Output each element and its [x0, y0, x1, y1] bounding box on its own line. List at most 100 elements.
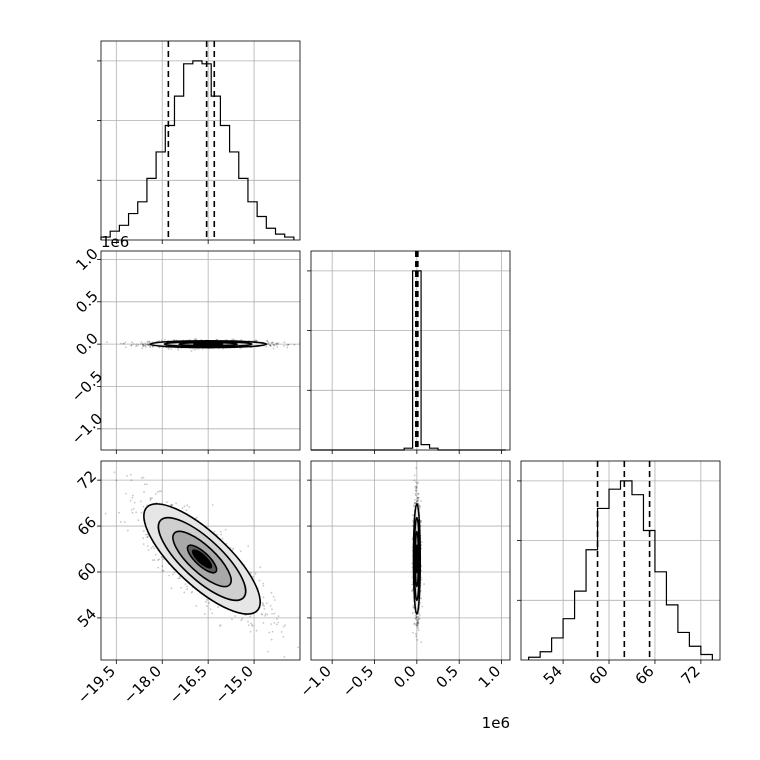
y-tick-label: 72 — [74, 467, 100, 493]
sample-point — [156, 491, 159, 493]
y-offset-label: 1e6 — [101, 233, 129, 251]
sample-point — [417, 612, 420, 615]
sample-point — [144, 454, 146, 456]
sample-point — [251, 624, 254, 627]
sample-point — [141, 347, 144, 350]
sample-point — [183, 505, 186, 508]
sample-point — [412, 606, 415, 609]
density-contour — [192, 342, 224, 346]
sample-point — [271, 630, 274, 633]
sample-point — [234, 615, 236, 617]
sample-point — [266, 340, 269, 343]
density-contour — [414, 530, 420, 588]
sample-point — [417, 618, 420, 621]
sample-point — [239, 347, 242, 350]
sample-point — [190, 591, 193, 594]
sample-point — [211, 504, 214, 506]
y-tick-label: 1.0 — [72, 245, 102, 275]
sample-point — [186, 585, 189, 588]
sample-point — [190, 350, 193, 352]
sample-point — [146, 533, 149, 536]
y-tick-label: 66 — [74, 513, 100, 539]
sample-point — [229, 546, 232, 549]
sample-point — [270, 638, 273, 641]
sample-point — [264, 612, 267, 615]
sample-point — [282, 635, 285, 638]
sample-point — [124, 346, 127, 349]
panel-frame — [100, 460, 301, 661]
sample-point — [115, 479, 118, 482]
sample-point — [415, 618, 418, 621]
sample-point — [414, 502, 416, 505]
x-tick-label: 60 — [586, 662, 612, 688]
sample-point — [419, 520, 422, 523]
sample-point — [271, 612, 273, 615]
sample-point — [286, 344, 289, 347]
sample-point — [411, 583, 414, 586]
sample-point — [249, 630, 252, 633]
sample-point — [268, 344, 271, 347]
sample-point — [177, 348, 180, 351]
sample-point — [125, 492, 127, 495]
sample-point — [415, 467, 418, 469]
sample-point — [147, 549, 150, 551]
sample-point — [411, 612, 414, 615]
sample-point — [120, 342, 122, 345]
sample-point — [144, 533, 147, 536]
sample-point — [261, 613, 264, 616]
sample-point — [412, 505, 415, 508]
sample-point — [414, 617, 417, 620]
panel-background — [101, 251, 300, 450]
sample-point — [149, 346, 152, 349]
sample-point — [136, 344, 139, 347]
sample-point — [149, 497, 152, 499]
panel-content — [411, 467, 426, 644]
sample-point — [417, 619, 419, 622]
sample-point — [146, 536, 149, 539]
sample-point — [157, 559, 159, 561]
histogram-steps — [100, 60, 295, 240]
sample-point — [414, 481, 417, 483]
sample-point — [142, 343, 145, 346]
sample-point — [414, 492, 417, 495]
sample-point — [157, 566, 160, 569]
sample-point — [420, 578, 423, 581]
sample-point — [252, 575, 254, 578]
sample-point — [413, 479, 416, 482]
sample-point — [412, 514, 414, 516]
sample-point — [416, 500, 418, 503]
sample-point — [415, 615, 417, 618]
x-tick-label: 0.5 — [432, 662, 462, 692]
sample-point — [420, 521, 422, 523]
sample-point — [412, 631, 414, 634]
sample-point — [418, 506, 421, 509]
density-contour — [178, 341, 239, 347]
sample-point — [149, 345, 151, 348]
sample-point — [262, 603, 265, 605]
sample-point — [416, 639, 419, 641]
sample-point — [135, 345, 137, 348]
sample-point — [149, 498, 152, 500]
sample-point — [209, 608, 212, 611]
sample-point — [287, 343, 290, 346]
sample-point — [262, 584, 265, 587]
sample-point — [265, 602, 268, 605]
panel-frame — [310, 250, 511, 451]
sample-point — [158, 558, 161, 561]
sample-point — [258, 579, 261, 582]
sample-point — [217, 606, 220, 608]
density-contour — [412, 503, 422, 615]
sample-point — [272, 596, 275, 598]
sample-point — [417, 493, 420, 495]
sample-point — [148, 340, 151, 343]
panel-background — [311, 461, 510, 660]
sample-point — [250, 571, 252, 574]
sample-point — [419, 602, 422, 604]
sample-point — [180, 586, 183, 589]
sample-point — [414, 499, 416, 501]
sample-point — [413, 474, 416, 477]
density-peak — [191, 549, 213, 569]
sample-point — [131, 496, 134, 499]
sample-point — [270, 591, 273, 594]
density-contour — [413, 516, 421, 602]
